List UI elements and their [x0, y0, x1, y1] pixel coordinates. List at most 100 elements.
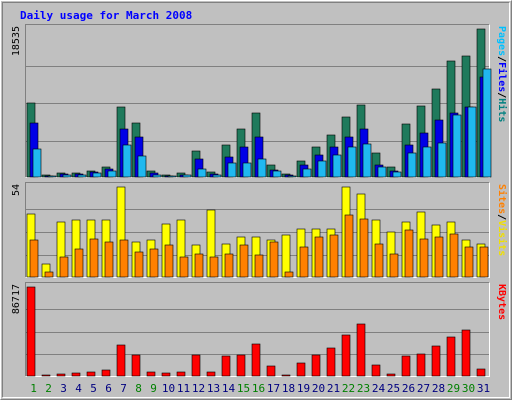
x-tick-label: 7: [120, 382, 127, 395]
panel-visits: 54 Sites/Visits: [11, 182, 508, 278]
bar-pages-day-18: [287, 175, 297, 178]
x-tick-label: 24: [372, 382, 386, 395]
x-tick-label: 21: [327, 382, 340, 395]
bar-sites-day-21: [329, 234, 339, 278]
legend-traffic: Pages/Files/Hits: [496, 26, 508, 122]
bar-sites-day-24: [374, 243, 384, 278]
bar-visits-day-18: [281, 234, 291, 278]
bar-kbytes-day-15: [236, 354, 246, 377]
legend-entry: Hits: [496, 98, 508, 122]
bar-sites-day-23: [359, 218, 369, 278]
x-tick-label: 20: [312, 382, 325, 395]
bar-pages-day-31: [482, 68, 492, 178]
bar-pages-day-20: [317, 160, 327, 178]
bar-pages-day-12: [197, 168, 207, 178]
bar-pages-day-25: [392, 171, 402, 178]
bar-pages-day-30: [467, 106, 477, 178]
bar-sites-day-22: [344, 214, 354, 278]
bar-kbytes-day-22: [341, 334, 351, 377]
panel-kbytes: 86717 KBytes: [11, 282, 507, 377]
x-tick-label: 9: [150, 382, 157, 395]
bar-pages-day-10: [167, 175, 177, 178]
bar-sites-day-20: [314, 236, 324, 278]
panel-traffic: 18535 Pages/Files/Hits: [11, 24, 508, 178]
bar-sites-day-31: [479, 246, 489, 278]
x-tick-label: 15: [237, 382, 250, 395]
legend-entry: Visits: [496, 220, 508, 256]
bar-pages-day-14: [227, 162, 237, 178]
x-tick-label: 6: [105, 382, 112, 395]
bar-kbytes-day-5: [86, 371, 96, 377]
bar-sites-day-7: [119, 239, 129, 278]
bar-kbytes-day-1: [26, 286, 36, 377]
legend-entry: Sites: [496, 184, 508, 214]
bar-pages-day-29: [452, 114, 462, 178]
x-tick-label: 1: [30, 382, 37, 395]
x-tick-label: 12: [192, 382, 205, 395]
x-tick-label: 8: [135, 382, 142, 395]
bar-kbytes-day-9: [146, 371, 156, 377]
bar-sites-day-28: [434, 236, 444, 278]
bar-sites-day-30: [464, 246, 474, 278]
bar-kbytes-day-31: [476, 368, 486, 377]
bar-sites-day-27: [419, 238, 429, 278]
bar-pages-day-19: [302, 168, 312, 178]
x-tick-label: 18: [282, 382, 295, 395]
bar-pages-day-5: [92, 172, 102, 178]
x-tick-label: 19: [297, 382, 310, 395]
bar-kbytes-day-27: [416, 353, 426, 377]
bar-kbytes-day-12: [191, 354, 201, 377]
bar-sites-day-4: [74, 248, 84, 278]
bar-kbytes-day-6: [101, 369, 111, 377]
bar-kbytes-day-24: [371, 364, 381, 377]
x-axis-tick-labels: 1 2 3 4 5 6 7 8 9 10 11 12 13 14 15 16 17 18 19 20 21 22 23 24 2…: [30, 382, 490, 395]
bar-sites-day-2: [44, 271, 54, 278]
legend-entry: /: [496, 92, 507, 98]
bar-sites-day-18: [284, 271, 294, 278]
bar-sites-day-1: [29, 239, 39, 278]
y-max-label-visits: 54: [11, 184, 22, 196]
bar-sites-day-16: [254, 254, 264, 278]
legend-kbytes: KBytes: [496, 284, 507, 320]
x-tick-label: 17: [267, 382, 280, 395]
bar-pages-day-9: [152, 174, 162, 178]
x-tick-label: 10: [162, 382, 175, 395]
x-tick-label: 14: [222, 382, 236, 395]
bar-pages-day-13: [212, 174, 222, 178]
x-tick-label: 29: [447, 382, 460, 395]
bar-sites-day-29: [449, 233, 459, 278]
bar-sites-day-8: [134, 251, 144, 278]
bar-pages-day-15: [242, 162, 252, 178]
legend-entry: KBytes: [496, 284, 507, 320]
legend-entry: Pages: [496, 26, 507, 56]
bar-sites-day-25: [389, 253, 399, 278]
x-tick-label: 27: [417, 382, 430, 395]
bar-kbytes-day-10: [161, 372, 171, 377]
bar-pages-day-7: [122, 144, 132, 178]
bar-pages-day-11: [182, 174, 192, 178]
bar-pages-day-27: [422, 146, 432, 178]
bar-pages-day-21: [332, 154, 342, 178]
x-tick-label: 31: [477, 382, 490, 395]
bar-pages-day-2: [47, 175, 57, 178]
legend-entry: /: [496, 56, 507, 62]
bar-sites-day-5: [89, 238, 99, 278]
x-tick-label: 25: [387, 382, 400, 395]
bar-sites-day-17: [269, 241, 279, 278]
bar-pages-day-16: [257, 158, 267, 178]
x-tick-label: 4: [75, 382, 82, 395]
bar-pages-day-17: [272, 170, 282, 178]
bar-kbytes-day-20: [311, 354, 321, 377]
bar-kbytes-day-26: [401, 355, 411, 377]
x-tick-label: 30: [462, 382, 475, 395]
bar-kbytes-day-28: [431, 345, 441, 377]
bar-kbytes-day-2: [41, 374, 51, 377]
bar-kbytes-day-8: [131, 354, 141, 377]
x-tick-label: 13: [207, 382, 220, 395]
bar-sites-day-15: [239, 244, 249, 278]
legend-entry: /: [496, 214, 507, 220]
bar-kbytes-day-14: [221, 355, 231, 377]
bar-sites-day-14: [224, 253, 234, 278]
